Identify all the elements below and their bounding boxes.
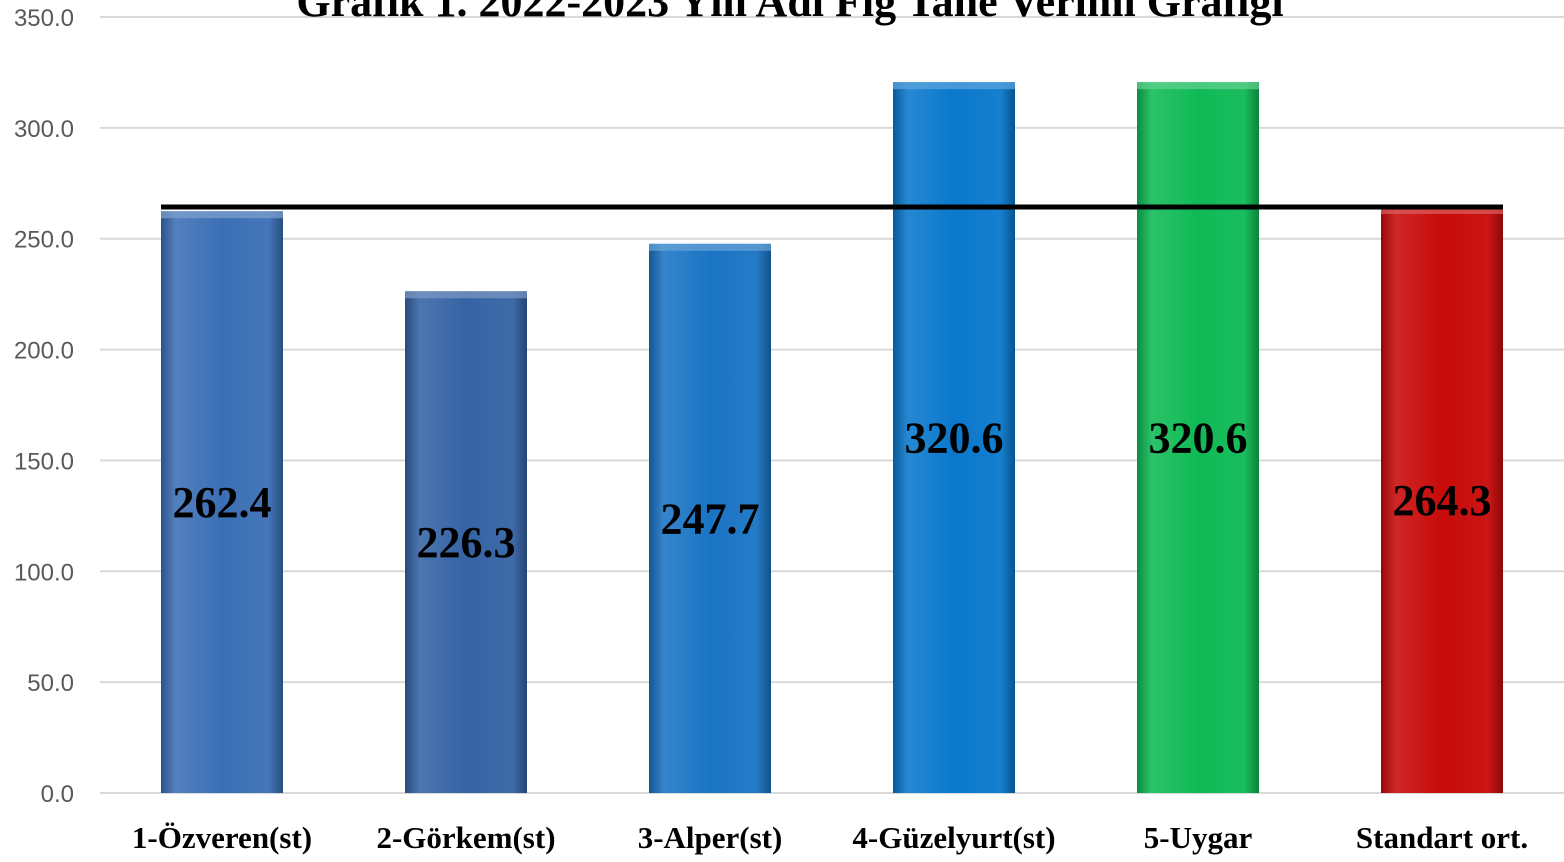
bars [161, 82, 1503, 794]
y-tick-label: 100.0 [14, 559, 74, 586]
gridlines [100, 16, 1564, 794]
bar [649, 243, 771, 793]
bar [893, 82, 1015, 793]
bar-top-bevel [161, 211, 283, 219]
bar [1137, 82, 1259, 793]
data-label: 247.7 [661, 494, 760, 543]
y-tick-label: 250.0 [14, 227, 74, 254]
data-label: 320.6 [905, 414, 1004, 463]
bar-top-bevel [405, 291, 527, 299]
data-label: 320.6 [1149, 414, 1248, 463]
x-category-label: Standart ort. [1356, 820, 1528, 855]
y-tick-label: 0.0 [41, 781, 74, 808]
bar [161, 211, 283, 794]
bar-top-bevel [1137, 82, 1259, 90]
data-label: 264.3 [1393, 476, 1492, 525]
bar [1381, 207, 1503, 793]
x-category-label: 1-Özveren(st) [132, 820, 312, 855]
y-axis-ticks: 0.0 50.0 100.0 150.0 200.0 250.0 300.0 350.0 [14, 5, 74, 808]
chart-title: Grafik 1. 2022-2023 Yılı Adi Fiğ Tane Ve… [296, 0, 1283, 26]
data-labels: 262.4 226.3 247.7 320.6 320.6 264.3 [173, 414, 1492, 568]
bar [405, 291, 527, 793]
y-tick-label: 200.0 [14, 338, 74, 365]
bar-top-bevel [649, 243, 771, 251]
x-category-label: 5-Uygar [1144, 820, 1253, 855]
x-category-label: 3-Alper(st) [638, 820, 783, 855]
data-label: 262.4 [173, 478, 272, 527]
x-category-label: 2-Görkem(st) [376, 820, 555, 855]
x-category-label: 4-Güzelyurt(st) [852, 820, 1055, 855]
y-tick-label: 300.0 [14, 116, 74, 143]
y-tick-label: 350.0 [14, 5, 74, 32]
bar-top-bevel [893, 82, 1015, 90]
data-label: 226.3 [417, 518, 516, 567]
y-tick-label: 50.0 [27, 670, 74, 697]
bar-top-bevel [1381, 207, 1503, 215]
y-tick-label: 150.0 [14, 448, 74, 475]
x-axis-categories: 1-Özveren(st) 2-Görkem(st) 3-Alper(st) 4-Gü… [132, 820, 1528, 855]
